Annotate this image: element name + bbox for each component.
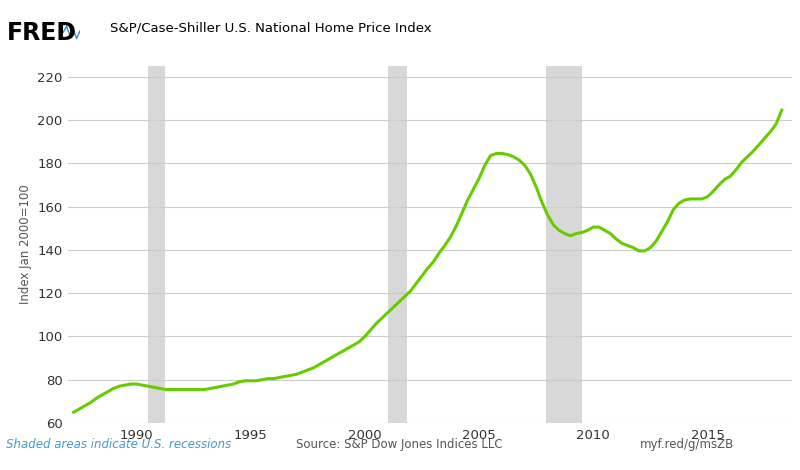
Bar	[388, 66, 406, 423]
Text: FRED: FRED	[6, 21, 77, 45]
Bar	[546, 66, 582, 423]
Bar	[148, 66, 165, 423]
Text: S&P/Case-Shiller U.S. National Home Price Index: S&P/Case-Shiller U.S. National Home Pric…	[110, 21, 431, 34]
Y-axis label: Index Jan 2000=100: Index Jan 2000=100	[18, 185, 31, 304]
Text: Shaded areas indicate U.S. recessions: Shaded areas indicate U.S. recessions	[6, 438, 232, 451]
Text: Source: S&P Dow Jones Indices LLC: Source: S&P Dow Jones Indices LLC	[296, 438, 502, 451]
Text: myf.red/g/msZB: myf.red/g/msZB	[640, 438, 734, 451]
